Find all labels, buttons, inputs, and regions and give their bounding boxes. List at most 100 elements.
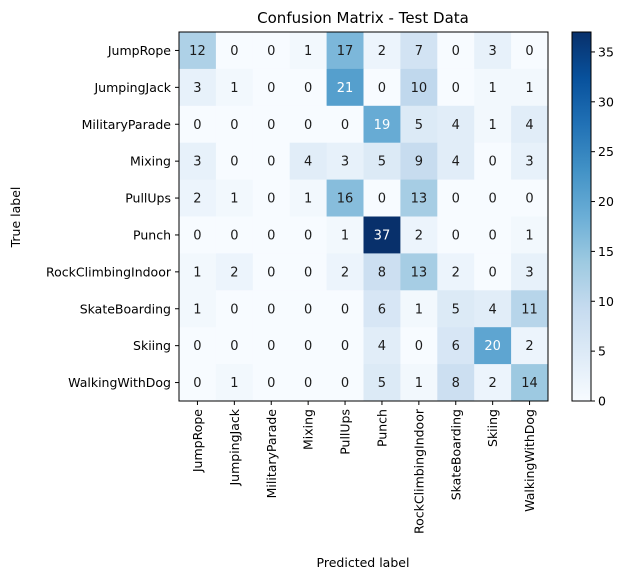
cell-value-label: 5: [378, 376, 386, 391]
cell-value-label: 1: [304, 192, 312, 207]
cell-value-label: 4: [489, 302, 497, 317]
heatmap-cell: [400, 327, 438, 365]
heatmap-cell: [252, 364, 291, 402]
cell-value-label: 1: [415, 376, 423, 391]
heatmap-cell: [474, 179, 512, 217]
heatmap-cell: [326, 142, 364, 181]
heatmap-cell: [437, 290, 475, 328]
cell-value-label: 2: [452, 265, 460, 280]
y-tick-label: JumpRope: [107, 43, 171, 58]
heatmap-cell: [511, 216, 549, 254]
cell-value-label: 3: [489, 44, 497, 59]
heatmap-cell: [511, 179, 549, 217]
heatmap-cell: [215, 290, 254, 328]
cell-value-label: 1: [193, 265, 201, 280]
heatmap-cell: [289, 142, 328, 181]
heatmap-cell: [363, 327, 401, 365]
heatmap-cell: [363, 179, 401, 217]
cell-value-label: 0: [230, 302, 238, 317]
colorbar-tick-label: 30: [598, 94, 614, 109]
cell-value-label: 0: [341, 376, 349, 391]
heatmap-cell: [363, 68, 401, 107]
cell-value-label: 0: [378, 81, 386, 96]
heatmap-cell: [437, 253, 475, 291]
cell-value-label: 1: [489, 118, 497, 133]
heatmap-cell: [215, 105, 254, 144]
heatmap-cell: [179, 142, 217, 181]
colorbar-tick-label: 35: [598, 44, 614, 59]
heatmap-cell: [511, 68, 549, 107]
cell-value-label: 2: [415, 228, 423, 243]
cell-value-label: 0: [341, 302, 349, 317]
cell-value-label: 5: [415, 118, 423, 133]
cell-value-label: 0: [489, 265, 497, 280]
cell-value-label: 0: [304, 118, 312, 133]
cell-value-label: 3: [525, 265, 533, 280]
colorbar-tick-label: 5: [598, 344, 606, 359]
cell-value-label: 13: [411, 265, 428, 280]
x-tick-label: MilitaryParade: [264, 409, 279, 499]
heatmap-cell: [179, 105, 217, 144]
cell-value-label: 1: [230, 376, 238, 391]
y-tick-label: PullUps: [125, 191, 171, 206]
cell-value-label: 0: [304, 376, 312, 391]
heatmap-cell: [289, 68, 328, 107]
heatmap-cell: [179, 364, 217, 402]
y-tick-label: Skiing: [133, 338, 171, 353]
heatmap-cell: [179, 253, 217, 291]
cell-value-label: 2: [489, 376, 497, 391]
heatmap-cell: [474, 216, 512, 254]
cell-value-label: 6: [378, 302, 386, 317]
cell-value-label: 0: [452, 228, 460, 243]
heatmap-cell: [511, 32, 549, 70]
heatmap-cell: [437, 32, 475, 70]
x-tick-label: WalkingWithDog: [522, 409, 537, 512]
heatmap-cell: [215, 68, 254, 107]
colorbar-ticks: 0 5 10 15 20 25 30 35: [591, 44, 614, 409]
cell-value-label: 0: [304, 81, 312, 96]
cell-value-label: 1: [489, 81, 497, 96]
heatmap-cell: [511, 253, 549, 291]
cell-value-label: 0: [267, 118, 275, 133]
cell-value-label: 0: [193, 339, 201, 354]
x-tick-label: Skiing: [485, 409, 500, 447]
heatmap-cell: [437, 364, 475, 402]
cell-value-label: 0: [378, 192, 386, 207]
cell-value-label: 1: [193, 302, 201, 317]
heatmap-cell: [474, 364, 512, 402]
cell-value-label: 5: [452, 302, 460, 317]
y-axis-label: True label: [8, 187, 23, 249]
heatmap-cell: [326, 253, 364, 291]
heatmap-cell: [474, 253, 512, 291]
cell-value-label: 0: [267, 228, 275, 243]
heatmap-cell: [179, 68, 217, 107]
colorbar-tick-label: 20: [598, 194, 614, 209]
cell-value-label: 0: [267, 376, 275, 391]
heatmap-cell: [400, 364, 438, 402]
heatmap-cell: [289, 364, 328, 402]
heatmap-cell: [400, 179, 438, 217]
heatmap-cell: [511, 105, 549, 144]
cell-value-label: 0: [304, 265, 312, 280]
cell-value-label: 0: [267, 81, 275, 96]
cell-value-label: 11: [521, 302, 538, 317]
y-tick-label: WalkingWithDog: [68, 375, 171, 390]
heatmap-cell: [252, 290, 291, 328]
heatmap-cell: [289, 32, 328, 70]
colorbar-tick-label: 0: [598, 394, 606, 409]
cell-value-label: 0: [452, 44, 460, 59]
y-tick-labels: JumpRope JumpingJack MilitaryParade Mixing P…: [46, 43, 179, 390]
cell-value-label: 16: [337, 192, 354, 207]
cell-value-label: 5: [378, 155, 386, 170]
heatmap-cell: [289, 327, 328, 365]
heatmap-cell: [511, 364, 549, 402]
heatmap-cell: [179, 290, 217, 328]
cell-value-label: 0: [489, 192, 497, 207]
heatmap-cell: [363, 142, 401, 181]
cell-value-label: 14: [521, 376, 538, 391]
cell-value-label: 1: [525, 81, 533, 96]
colorbar-tick-label: 25: [598, 144, 614, 159]
cell-value-label: 8: [452, 376, 460, 391]
cell-value-label: 0: [489, 155, 497, 170]
